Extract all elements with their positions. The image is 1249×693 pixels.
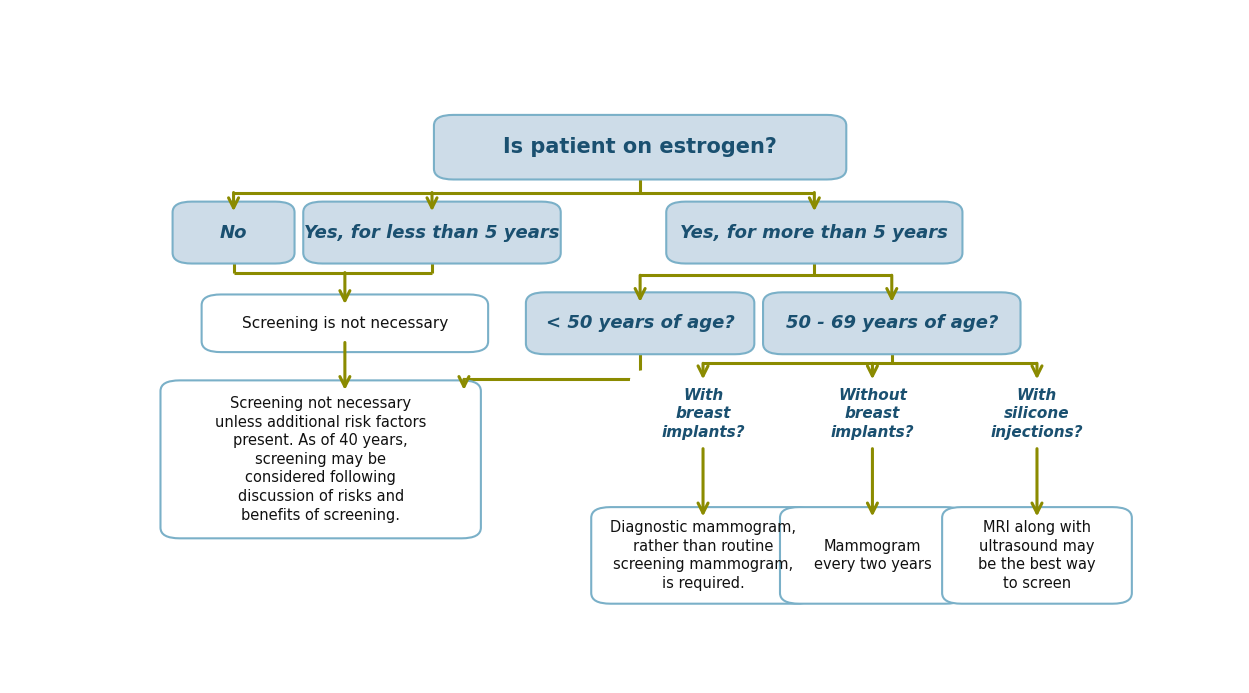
FancyBboxPatch shape: [304, 202, 561, 263]
FancyBboxPatch shape: [942, 507, 1132, 604]
FancyBboxPatch shape: [629, 369, 776, 458]
FancyBboxPatch shape: [201, 295, 488, 352]
FancyBboxPatch shape: [433, 115, 847, 179]
Text: MRI along with
ultrasound may
be the best way
to screen: MRI along with ultrasound may be the bes…: [978, 520, 1095, 591]
Text: Screening not necessary
unless additional risk factors
present. As of 40 years,
: Screening not necessary unless additiona…: [215, 396, 426, 523]
FancyBboxPatch shape: [591, 507, 814, 604]
Text: With
breast
implants?: With breast implants?: [661, 388, 744, 440]
FancyBboxPatch shape: [526, 292, 754, 354]
Text: 50 - 69 years of age?: 50 - 69 years of age?: [786, 315, 998, 332]
FancyBboxPatch shape: [779, 507, 965, 604]
Text: Diagnostic mammogram,
rather than routine
screening mammogram,
is required.: Diagnostic mammogram, rather than routin…: [610, 520, 796, 591]
Text: Without
breast
implants?: Without breast implants?: [831, 388, 914, 440]
Text: Screening is not necessary: Screening is not necessary: [242, 316, 448, 331]
Text: < 50 years of age?: < 50 years of age?: [546, 315, 734, 332]
Text: Mammogram
every two years: Mammogram every two years: [813, 538, 932, 572]
FancyBboxPatch shape: [666, 202, 963, 263]
Text: Yes, for less than 5 years: Yes, for less than 5 years: [305, 224, 560, 242]
Text: Is patient on estrogen?: Is patient on estrogen?: [503, 137, 777, 157]
Text: With
silicone
injections?: With silicone injections?: [990, 388, 1083, 440]
FancyBboxPatch shape: [763, 292, 1020, 354]
Text: No: No: [220, 224, 247, 242]
FancyBboxPatch shape: [172, 202, 295, 263]
FancyBboxPatch shape: [792, 369, 953, 458]
Text: Yes, for more than 5 years: Yes, for more than 5 years: [681, 224, 948, 242]
FancyBboxPatch shape: [160, 380, 481, 538]
FancyBboxPatch shape: [957, 369, 1118, 458]
